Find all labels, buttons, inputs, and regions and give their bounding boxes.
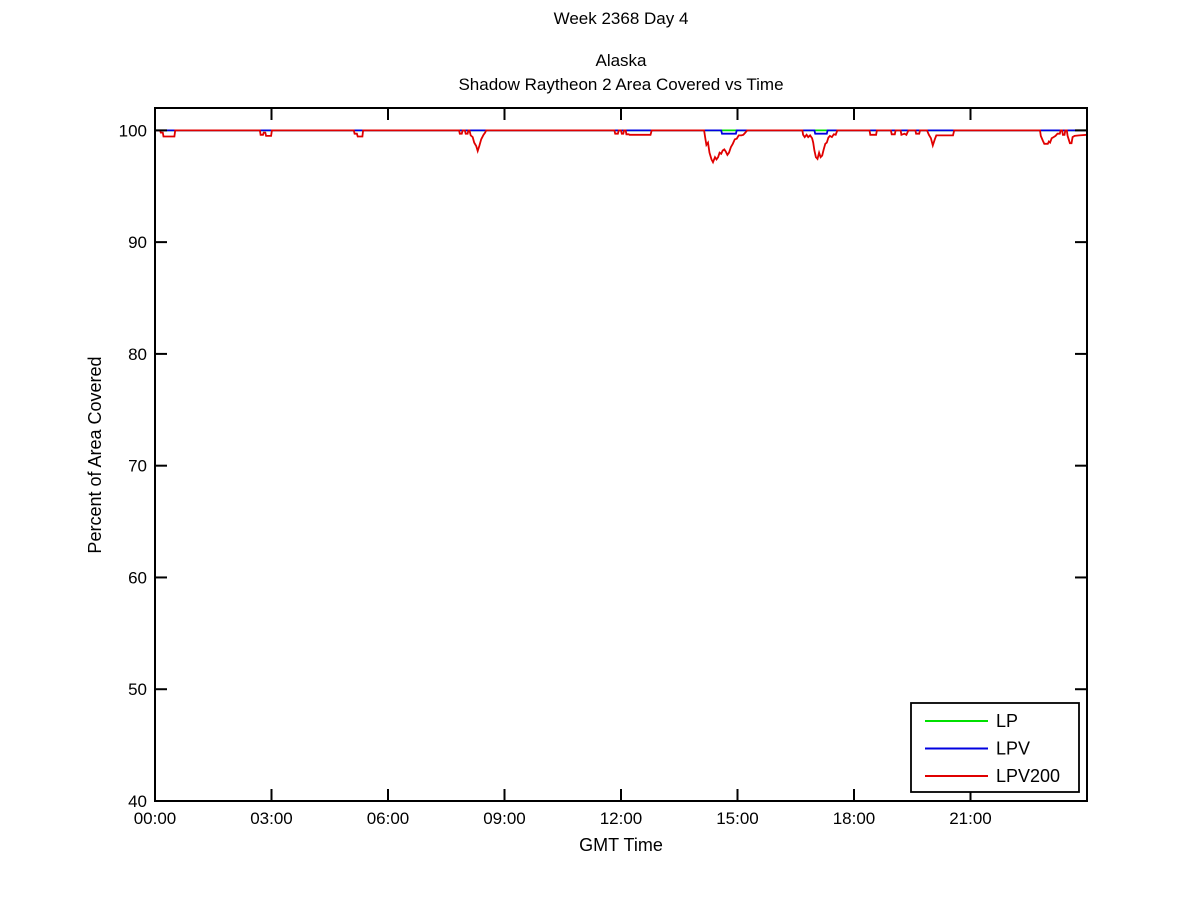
x-tick-label: 15:00 bbox=[716, 809, 759, 828]
x-tick-label: 00:00 bbox=[134, 809, 177, 828]
y-tick-label: 80 bbox=[128, 345, 147, 364]
ticks-group: 00:00 03:00 06:00 09:00 12:00 15:00 18:00 21:00… bbox=[119, 108, 1087, 828]
y-tick-label: 50 bbox=[128, 680, 147, 699]
y-tick-label: 100 bbox=[119, 121, 147, 140]
y-axis-label: Percent of Area Covered bbox=[85, 356, 105, 553]
x-tick-label: 21:00 bbox=[949, 809, 992, 828]
legend-label-lpv: LPV bbox=[996, 739, 1030, 759]
series-group bbox=[155, 129, 1088, 165]
y-tick-label: 70 bbox=[128, 457, 147, 476]
y-tick-label: 60 bbox=[128, 568, 147, 587]
legend-label-lpv200: LPV200 bbox=[996, 766, 1060, 786]
chart-title-line1: Alaska bbox=[595, 51, 647, 70]
x-tick-label: 12:00 bbox=[600, 809, 643, 828]
plot-box bbox=[154, 107, 1088, 802]
x-tick-label: 06:00 bbox=[367, 809, 410, 828]
x-tick-label: 18:00 bbox=[833, 809, 876, 828]
x-tick-label: 03:00 bbox=[250, 809, 293, 828]
y-tick-label: 90 bbox=[128, 233, 147, 252]
x-axis-label: GMT Time bbox=[579, 835, 663, 855]
chart-title-line2: Shadow Raytheon 2 Area Covered vs Time bbox=[458, 75, 783, 94]
legend: LP LPV LPV200 bbox=[910, 702, 1080, 793]
y-tick-label: 40 bbox=[128, 792, 147, 811]
series-line-lpv200 bbox=[155, 129, 1088, 165]
legend-label-lp: LP bbox=[996, 711, 1018, 731]
figure-suptitle: Week 2368 Day 4 bbox=[554, 9, 689, 28]
x-tick-label: 09:00 bbox=[483, 809, 526, 828]
